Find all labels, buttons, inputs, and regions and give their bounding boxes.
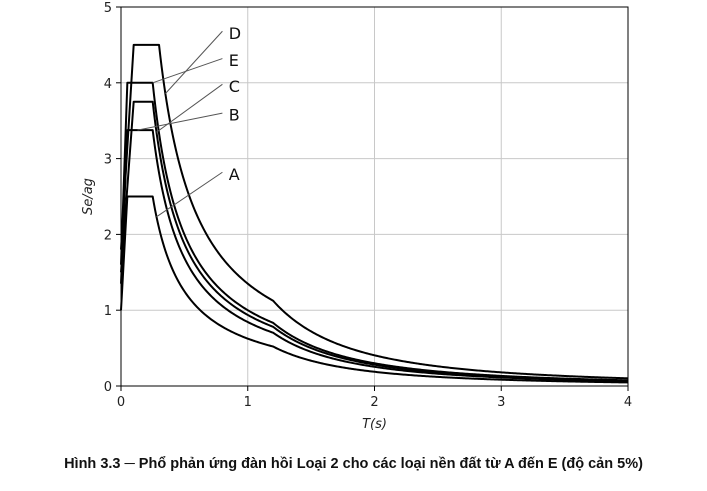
y-tick-label: 3 [104, 153, 112, 168]
leader-line-e [152, 58, 223, 84]
leader-line-a [156, 171, 223, 218]
y-tick-label: 2 [104, 228, 112, 243]
x-tick-label: 1 [244, 395, 252, 410]
y-tick-label: 1 [104, 304, 112, 319]
curves [120, 43, 629, 384]
leader-line-b [137, 112, 223, 131]
series-label-d: D [229, 24, 241, 43]
figure-caption: Hình 3.3 ─ Phổ phản ứng đàn hồi Loại 2 c… [64, 456, 643, 472]
series-line-d [120, 43, 629, 380]
series-label-c: C [229, 77, 240, 96]
y-tick-label: 0 [104, 380, 112, 395]
label-leaders: A BC DE [137, 24, 241, 218]
ticks: 0 1 2 3 4 0 1 2 3 4 5 [104, 1, 632, 410]
x-tick-label: 3 [497, 395, 505, 410]
series-label-a: A [229, 165, 240, 184]
x-tick-label: 4 [624, 395, 632, 410]
x-tick-label: 2 [370, 395, 378, 410]
series-line-e [120, 81, 629, 382]
y-tick-label: 5 [104, 1, 112, 16]
y-axis-label: Se/ag [81, 178, 96, 215]
series-label-e: E [229, 51, 239, 70]
x-tick-label: 0 [117, 395, 125, 410]
series-label-b: B [229, 106, 240, 125]
leader-line-d [164, 30, 223, 94]
grid [120, 6, 629, 387]
x-axis-label: T(s) [362, 417, 387, 432]
leader-line-c [156, 83, 223, 133]
y-tick-label: 4 [104, 77, 112, 92]
series-line-a [120, 195, 629, 384]
